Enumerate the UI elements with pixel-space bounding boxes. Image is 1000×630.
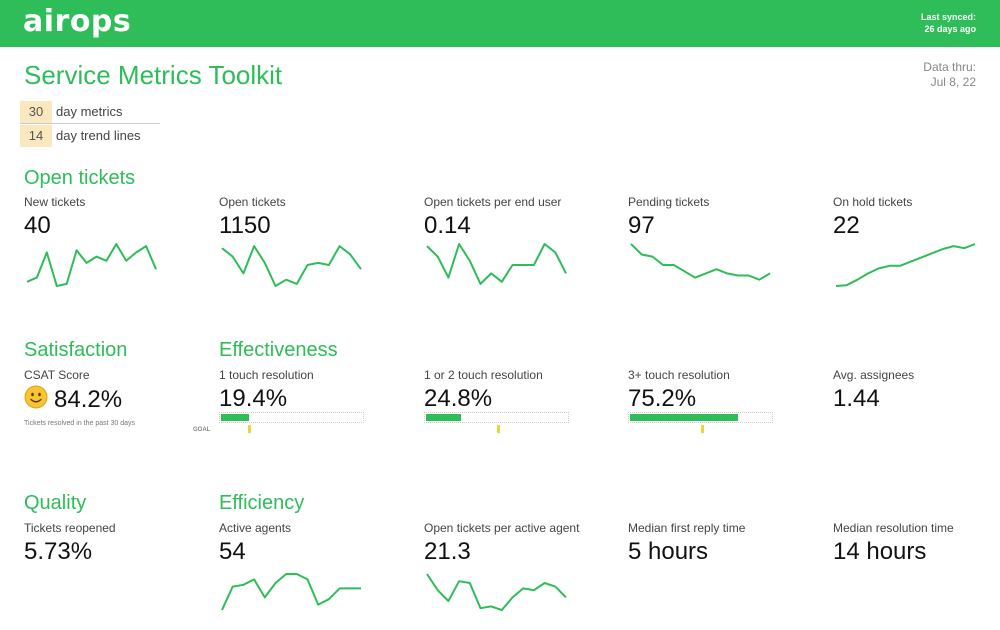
metric-label: Open tickets per active agent xyxy=(424,521,580,535)
metrics-window-param[interactable]: 30 day metrics xyxy=(20,101,160,124)
trend-window-param[interactable]: 14 day trend lines xyxy=(20,125,160,147)
airops-logo[interactable]: airops xyxy=(23,4,132,39)
goal-label: GOAL xyxy=(193,427,211,433)
sparkline-line xyxy=(426,573,567,611)
goal-marker xyxy=(497,425,500,433)
section-quality: Quality xyxy=(24,492,87,514)
metric-label: New tickets xyxy=(24,195,86,209)
sparkline-line xyxy=(426,243,567,285)
pending-tickets-sparkline xyxy=(630,243,771,281)
metrics-window-input[interactable]: 30 xyxy=(20,101,52,123)
metric-label: CSAT Score xyxy=(24,368,90,382)
metric-value: 1150 xyxy=(219,212,271,239)
metric-value: 5 hours xyxy=(628,538,709,565)
metric-value: 75.2% xyxy=(628,385,697,412)
sync-status: Last synced: 26 days ago xyxy=(921,11,976,35)
sparkline-line xyxy=(630,243,771,281)
metric-label: Pending tickets xyxy=(628,195,710,209)
metric-value: 97 xyxy=(628,212,655,239)
sync-age: 26 days ago xyxy=(924,24,976,34)
metric-value: 54 xyxy=(219,538,246,565)
active-agents-sparkline xyxy=(221,573,361,611)
metric-label: 1 or 2 touch resolution xyxy=(424,368,543,382)
metric-value: 0.14 xyxy=(424,212,471,239)
metric-value: 19.4% xyxy=(219,385,288,412)
metric-value: 14 hours xyxy=(833,538,927,565)
progress-fill xyxy=(630,414,738,421)
sparkline-line xyxy=(221,573,361,611)
sync-label: Last synced: xyxy=(920,12,976,22)
metric-label: Active agents xyxy=(219,521,292,535)
sparkline-line xyxy=(221,245,362,287)
metric-label: Median first reply time xyxy=(628,521,746,535)
metric-label: Open tickets xyxy=(219,195,286,209)
on-hold-sparkline xyxy=(835,243,976,287)
sparkline-line xyxy=(26,243,157,287)
section-effectiveness: Effectiveness xyxy=(219,339,338,361)
section-satisfaction: Satisfaction xyxy=(24,339,128,361)
trend-window-label: day trend lines xyxy=(56,128,141,143)
metric-label: Median resolution time xyxy=(833,521,954,535)
metric-label: Avg. assignees xyxy=(833,368,915,382)
section-efficiency: Efficiency xyxy=(219,492,305,514)
data-thru-date: Jul 8, 22 xyxy=(930,75,976,89)
metrics-window-label: day metrics xyxy=(56,104,123,119)
csat-note: Tickets resolved in the past 30 days xyxy=(24,420,136,427)
metric-label: On hold tickets xyxy=(833,195,913,209)
top-bar: airops Last synced: 26 days ago xyxy=(0,0,1000,47)
progress-bar xyxy=(424,412,569,423)
section-open-tickets: Open tickets xyxy=(24,167,136,189)
goal-marker xyxy=(248,425,251,433)
trend-window-input[interactable]: 14 xyxy=(20,125,52,147)
progress-bar xyxy=(628,412,773,423)
data-thru: Data thru: Jul 8, 22 xyxy=(923,60,976,90)
open-per-agent-sparkline xyxy=(426,573,567,611)
new-tickets-sparkline xyxy=(26,243,157,287)
metric-value: 5.73% xyxy=(24,538,93,565)
data-thru-label: Data thru: xyxy=(923,60,976,74)
metric-label: Tickets reopened xyxy=(24,521,116,535)
metric-value: 1.44 xyxy=(833,385,880,412)
metric-label: Open tickets per end user xyxy=(424,195,562,209)
page-title: Service Metrics Toolkit xyxy=(24,60,283,90)
metric-value: 84.2% xyxy=(24,385,122,414)
metric-label: 1 touch resolution xyxy=(219,368,314,382)
open-per-user-sparkline xyxy=(426,243,567,285)
progress-bar xyxy=(219,412,364,423)
progress-fill xyxy=(221,414,249,421)
csat-value: 84.2% xyxy=(54,386,123,413)
sparkline-line xyxy=(835,243,976,287)
metric-label: 3+ touch resolution xyxy=(628,368,730,382)
smiley-icon xyxy=(24,385,48,409)
metric-value: 40 xyxy=(24,212,51,239)
metric-value: 22 xyxy=(833,212,860,239)
metric-value: 21.3 xyxy=(424,538,471,565)
progress-fill xyxy=(426,414,461,421)
metric-value: 24.8% xyxy=(424,385,493,412)
goal-marker xyxy=(701,425,704,433)
open-tickets-sparkline xyxy=(221,245,362,287)
